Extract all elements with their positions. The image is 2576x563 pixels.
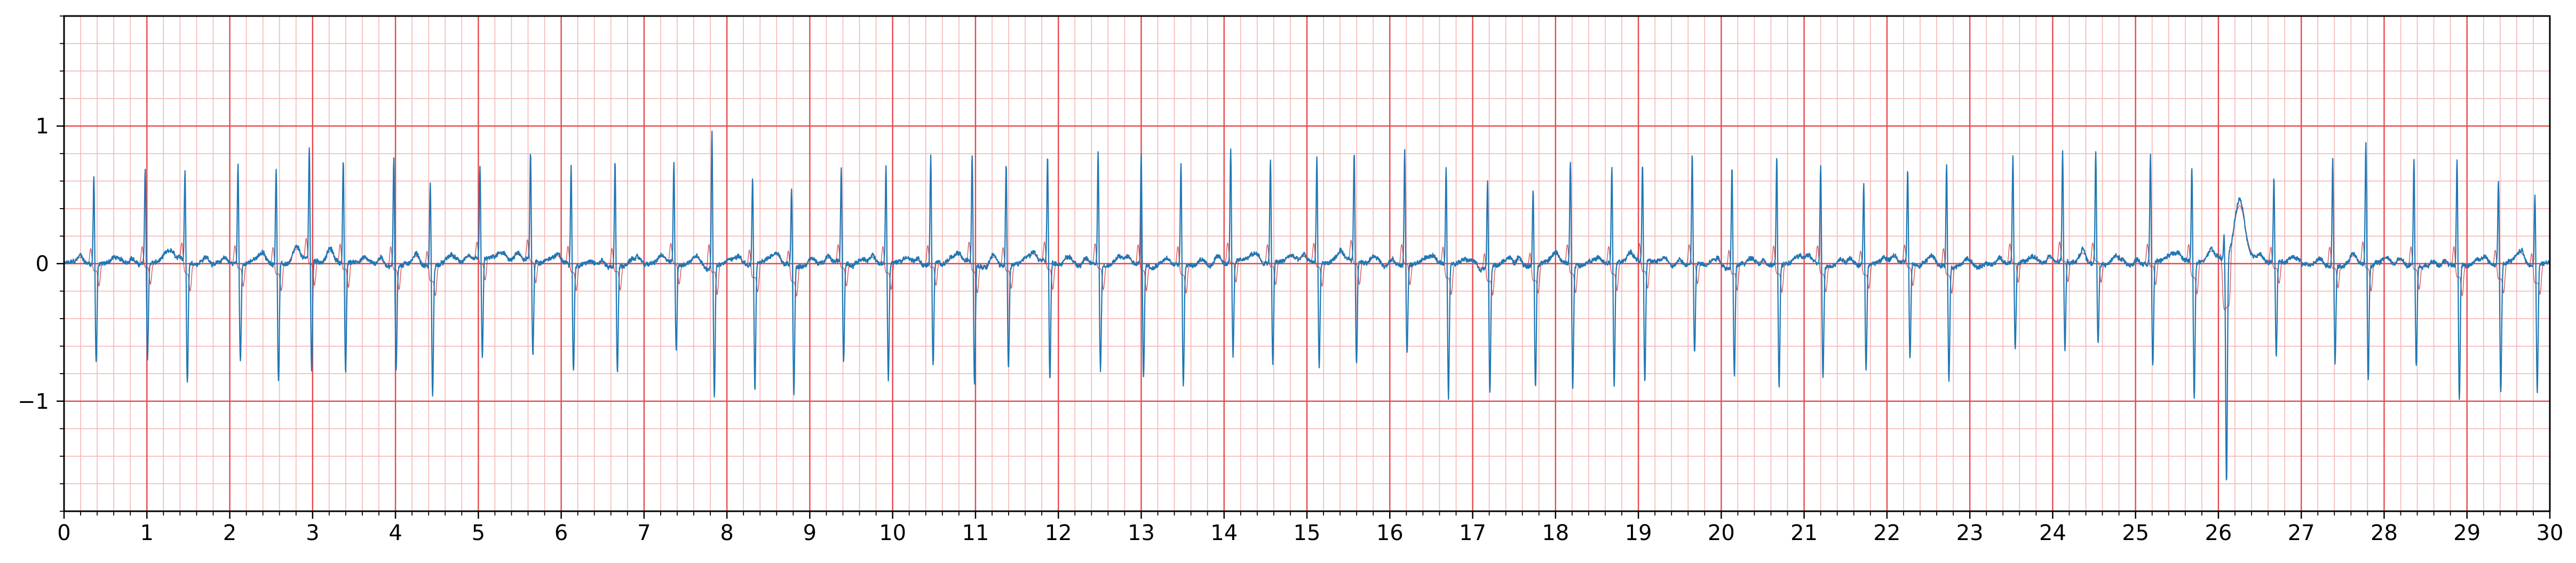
x-tick-label: 16 — [1376, 521, 1404, 545]
x-tick-label: 24 — [2039, 521, 2066, 545]
x-tick-label: 30 — [2537, 521, 2564, 545]
x-tick-label: 5 — [472, 521, 485, 545]
x-tick-label: 22 — [1873, 521, 1900, 545]
axis-ticks — [57, 15, 2551, 519]
x-tick-label: 18 — [1542, 521, 1569, 545]
x-tick-label: 0 — [57, 521, 70, 545]
x-tick-label: 13 — [1128, 521, 1155, 545]
x-tick-label: 1 — [140, 521, 154, 545]
x-tick-label: 29 — [2453, 521, 2480, 545]
x-tick-label: 21 — [1790, 521, 1818, 545]
ecg-traces — [63, 130, 2551, 481]
x-tick-label: 9 — [803, 521, 817, 545]
y-tick-label: 1 — [36, 114, 49, 139]
x-tick-label: 14 — [1210, 521, 1238, 545]
x-tick-label: 12 — [1045, 521, 1072, 545]
x-tick-label: 23 — [1956, 521, 1984, 545]
ecg-signal-line — [63, 130, 2551, 481]
y-axis-tick-labels: 1 0 −1 — [18, 114, 49, 414]
x-tick-label: 7 — [637, 521, 651, 545]
x-tick-label: 8 — [720, 521, 733, 545]
x-tick-label: 25 — [2122, 521, 2149, 545]
x-tick-label: 27 — [2288, 521, 2315, 545]
x-axis-tick-labels: 0 1 2 3 4 5 6 7 8 9 10 11 12 13 14 15 16 17 18 19 20 21 22 23 24… — [57, 521, 2563, 545]
x-tick-label: 20 — [1708, 521, 1735, 545]
x-tick-label: 17 — [1459, 521, 1486, 545]
x-tick-label: 11 — [962, 521, 989, 545]
x-tick-label: 2 — [223, 521, 236, 545]
x-tick-label: 26 — [2205, 521, 2232, 545]
x-tick-label: 6 — [554, 521, 568, 545]
x-tick-label: 10 — [879, 521, 906, 545]
x-tick-label: 19 — [1625, 521, 1652, 545]
x-tick-label: 3 — [306, 521, 319, 545]
x-tick-label: 15 — [1294, 521, 1321, 545]
x-tick-label: 4 — [389, 521, 402, 545]
y-tick-label: 0 — [36, 252, 49, 276]
y-tick-label: −1 — [18, 390, 49, 414]
major-grid — [64, 16, 2550, 511]
x-tick-label: 28 — [2371, 521, 2398, 545]
